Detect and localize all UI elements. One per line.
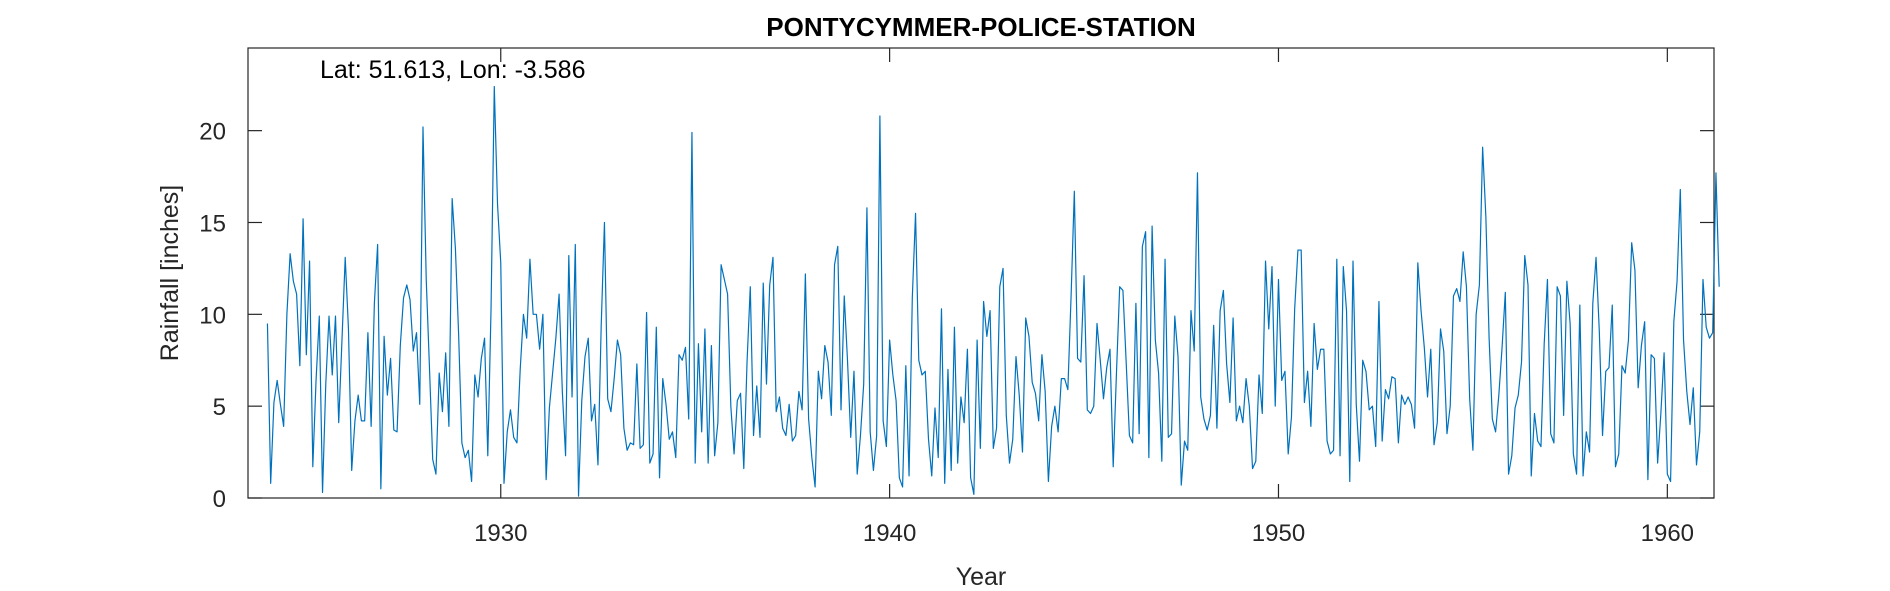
x-tick-label-1950: 1950 xyxy=(1252,520,1305,547)
chart-title: PONTYCYMMER-POLICE-STATION xyxy=(766,12,1195,42)
x-tick-label-1930: 1930 xyxy=(474,520,527,547)
x-axis-label: Year xyxy=(956,563,1007,591)
y-tick-label-5: 5 xyxy=(213,394,226,421)
tick-labels: 1930 1940 1950 1960 0 5 10 15 20 xyxy=(199,119,1694,547)
x-tick-label-1940: 1940 xyxy=(863,520,916,547)
y-tick-label-15: 15 xyxy=(199,210,226,237)
y-tick-label-10: 10 xyxy=(199,302,226,329)
y-tick-label-0: 0 xyxy=(213,486,226,513)
x-tick-label-1960: 1960 xyxy=(1641,520,1694,547)
station-coordinates: Lat: 51.613, Lon: -3.586 xyxy=(320,56,586,84)
y-tick-label-20: 20 xyxy=(199,119,226,146)
tick-marks xyxy=(248,48,1714,499)
series-line xyxy=(266,85,1720,497)
y-axis-label: Rainfall [inches] xyxy=(156,185,184,361)
